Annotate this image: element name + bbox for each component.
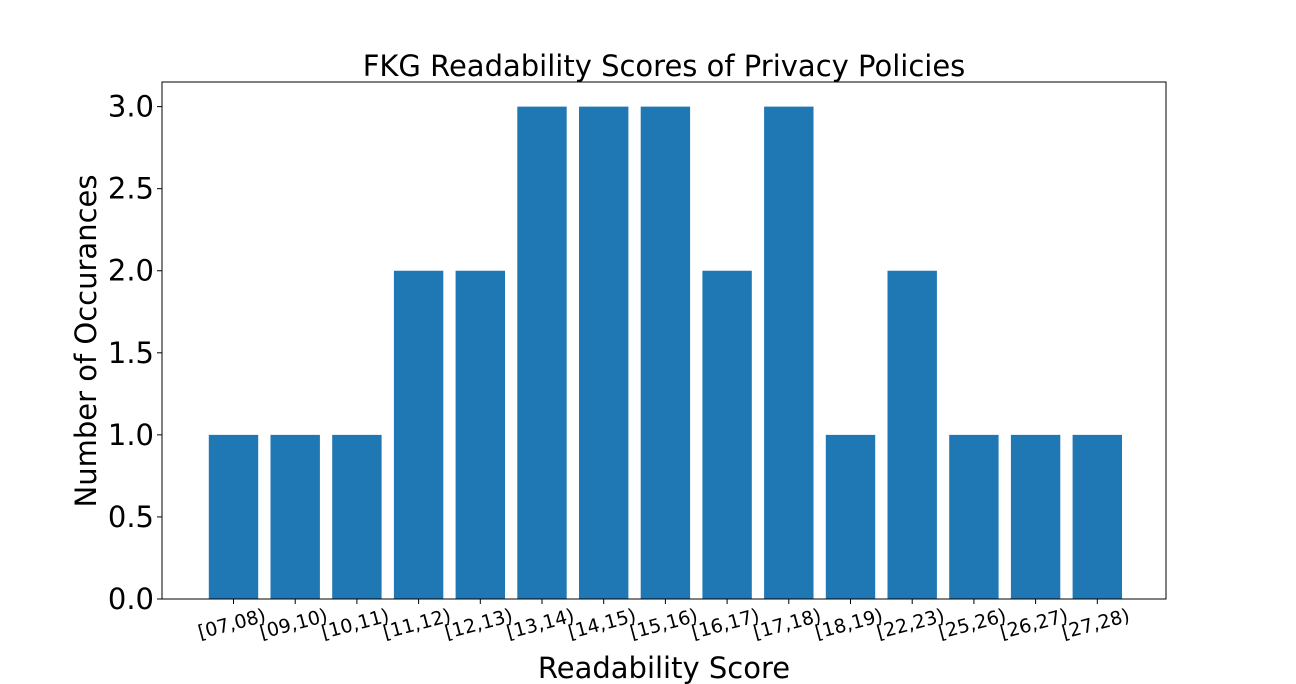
y-tick-label: 0.0 (108, 582, 154, 616)
chart-title: FKG Readability Scores of Privacy Polici… (363, 49, 966, 83)
bar (1010, 434, 1061, 599)
y-tick-label: 3.0 (108, 90, 154, 124)
x-tick-label: [27,28) (1059, 605, 1132, 644)
y-tick-label: 1.0 (108, 418, 154, 452)
bar (270, 434, 320, 599)
bar (517, 106, 567, 600)
bar (1072, 434, 1122, 599)
x-axis-label: Readability Score (538, 651, 790, 684)
bar (887, 270, 937, 599)
bar (825, 434, 876, 599)
bar (764, 106, 814, 600)
y-tick-label: 2.0 (108, 254, 154, 288)
plot-frame (161, 81, 1167, 600)
bar (702, 270, 752, 599)
y-tick-label: 2.5 (108, 172, 154, 206)
y-axis-label: Number of Occurances (69, 175, 103, 508)
bar (949, 434, 999, 599)
y-tick-label: 0.5 (108, 500, 154, 534)
bar (393, 270, 444, 599)
bar (640, 106, 691, 600)
bar (332, 434, 382, 599)
bar (455, 270, 505, 599)
bar (579, 106, 629, 600)
bar (208, 434, 259, 599)
y-tick-label: 1.5 (108, 336, 154, 370)
